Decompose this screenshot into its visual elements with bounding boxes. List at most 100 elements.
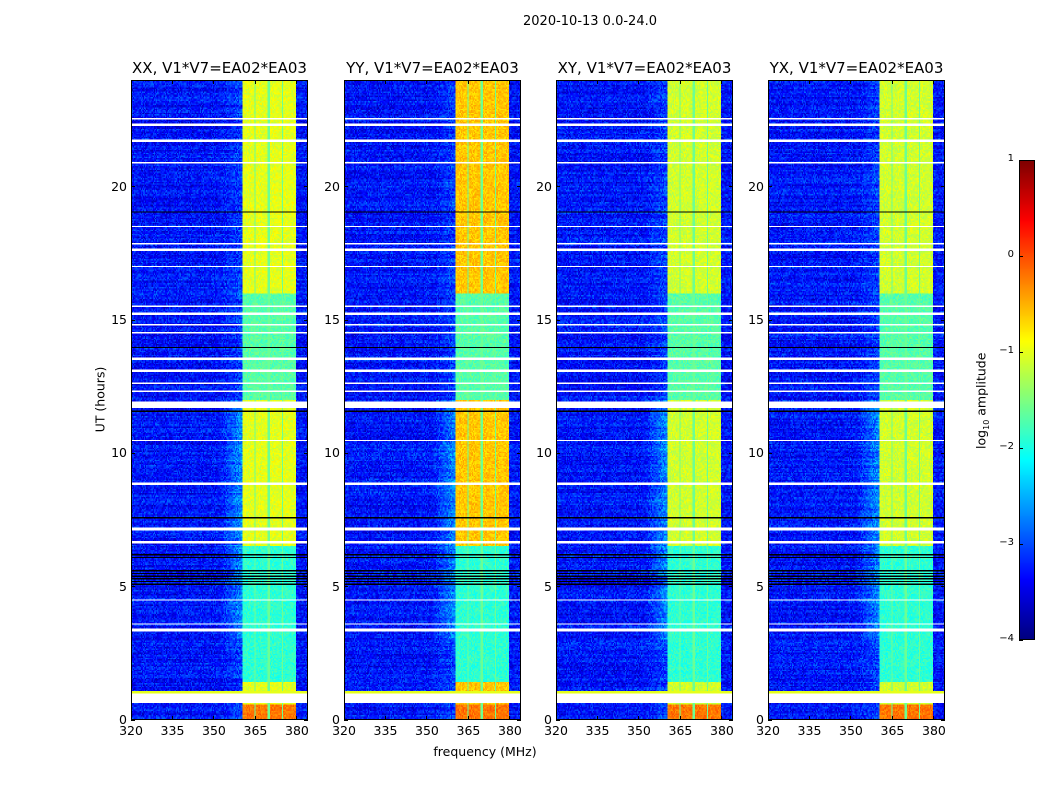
x-tick-label: 350: [202, 723, 226, 738]
y-tick-mark: [304, 186, 308, 188]
y-tick-mark: [344, 719, 348, 721]
x-tick-mark: [850, 716, 852, 720]
colorbar-tick-label: −1: [999, 345, 1014, 356]
x-tick-mark: [679, 716, 681, 720]
x-tick-mark: [808, 716, 810, 720]
y-tick-mark: [344, 186, 348, 188]
y-tick-mark: [304, 586, 308, 588]
x-tick-mark: [721, 716, 723, 720]
y-tick-mark: [344, 586, 348, 588]
y-tick-label: 10: [748, 445, 764, 461]
y-tick-mark: [556, 186, 560, 188]
colorbar-gradient: [1020, 161, 1034, 639]
x-tick-mark: [933, 716, 935, 720]
y-tick-mark: [304, 319, 308, 321]
x-tick-label: 365: [243, 723, 268, 738]
y-tick-mark: [556, 719, 560, 721]
y-tick-mark: [131, 586, 135, 588]
x-tick-label: 335: [160, 723, 185, 738]
y-tick-mark: [941, 719, 945, 721]
y-tick-mark: [344, 452, 348, 454]
y-tick-label: 0: [332, 712, 340, 727]
y-tick-mark: [304, 719, 308, 721]
y-tick-mark: [729, 719, 733, 721]
x-tick-mark: [467, 80, 469, 84]
x-tick-mark: [767, 80, 769, 84]
y-tick-mark: [941, 319, 945, 321]
x-tick-mark: [555, 716, 557, 720]
x-tick-label: 350: [839, 723, 863, 738]
y-tick-label: 20: [536, 178, 552, 194]
x-tick-label: 320: [119, 723, 143, 738]
y-tick-mark: [941, 586, 945, 588]
x-tick-mark: [596, 716, 598, 720]
x-tick-mark: [384, 80, 386, 84]
x-tick-mark: [467, 716, 469, 720]
panel-title: XY, V1*V7=EA02*EA03: [557, 59, 732, 77]
y-tick-mark: [729, 186, 733, 188]
x-tick-mark: [808, 80, 810, 84]
x-tick-mark: [767, 716, 769, 720]
x-tick-label: 380: [710, 723, 734, 738]
x-tick-label: 380: [922, 723, 946, 738]
spectrogram-panel-3: [768, 80, 945, 720]
x-tick-label: 365: [880, 723, 905, 738]
spectrogram-panel-1: [344, 80, 521, 720]
x-tick-label: 380: [498, 723, 522, 738]
y-tick-label: 0: [544, 712, 552, 727]
y-tick-label: 20: [111, 178, 127, 194]
x-tick-mark: [850, 80, 852, 84]
x-tick-mark: [426, 80, 428, 84]
x-tick-mark: [213, 716, 215, 720]
x-tick-mark: [254, 716, 256, 720]
y-tick-mark: [768, 186, 772, 188]
x-tick-mark: [130, 716, 132, 720]
x-tick-mark: [891, 80, 893, 84]
y-tick-label: 5: [544, 578, 552, 594]
x-axis-label: frequency (MHz): [433, 744, 537, 759]
x-tick-mark: [638, 80, 640, 84]
x-tick-mark: [638, 716, 640, 720]
x-tick-label: 380: [285, 723, 309, 738]
x-tick-mark: [296, 716, 298, 720]
colorbar-tick-mark: [1019, 640, 1023, 641]
colorbar-tick-mark: [1019, 352, 1023, 353]
y-tick-label: 15: [324, 312, 340, 327]
y-tick-mark: [517, 319, 521, 321]
x-tick-label: 335: [373, 723, 398, 738]
x-tick-mark: [721, 80, 723, 84]
spectrogram-heatmap: [769, 81, 944, 719]
y-tick-mark: [517, 719, 521, 721]
colorbar-tick-label: 0: [1007, 249, 1014, 260]
panel-title: YY, V1*V7=EA02*EA03: [346, 59, 519, 77]
y-tick-label: 10: [536, 445, 552, 461]
colorbar-label-rest: amplitude: [973, 352, 989, 420]
x-tick-mark: [213, 80, 215, 84]
y-tick-mark: [729, 319, 733, 321]
figure-title: 2020-10-13 0.0-24.0: [523, 14, 657, 29]
x-tick-label: 350: [415, 723, 439, 738]
y-tick-label: 20: [324, 178, 340, 194]
y-tick-label: 20: [748, 178, 764, 194]
panel-title: YX, V1*V7=EA02*EA03: [769, 59, 944, 77]
y-tick-label: 15: [748, 312, 764, 327]
y-tick-mark: [768, 719, 772, 721]
colorbar-tick-label: 1: [1007, 153, 1014, 164]
colorbar-tick-label: −2: [999, 441, 1014, 452]
colorbar-tick-mark: [1019, 256, 1023, 257]
colorbar-tick-label: −4: [999, 633, 1014, 644]
y-tick-mark: [556, 319, 560, 321]
colorbar: [1019, 160, 1035, 640]
x-tick-label: 335: [585, 723, 610, 738]
x-tick-mark: [679, 80, 681, 84]
y-tick-mark: [131, 452, 135, 454]
y-tick-label: 5: [756, 578, 764, 594]
y-tick-label: 15: [536, 312, 552, 327]
y-tick-mark: [941, 452, 945, 454]
y-tick-mark: [517, 452, 521, 454]
x-tick-mark: [343, 716, 345, 720]
spectrogram-panel-2: [556, 80, 733, 720]
y-tick-mark: [517, 186, 521, 188]
y-tick-label: 5: [332, 578, 340, 594]
y-tick-mark: [304, 452, 308, 454]
